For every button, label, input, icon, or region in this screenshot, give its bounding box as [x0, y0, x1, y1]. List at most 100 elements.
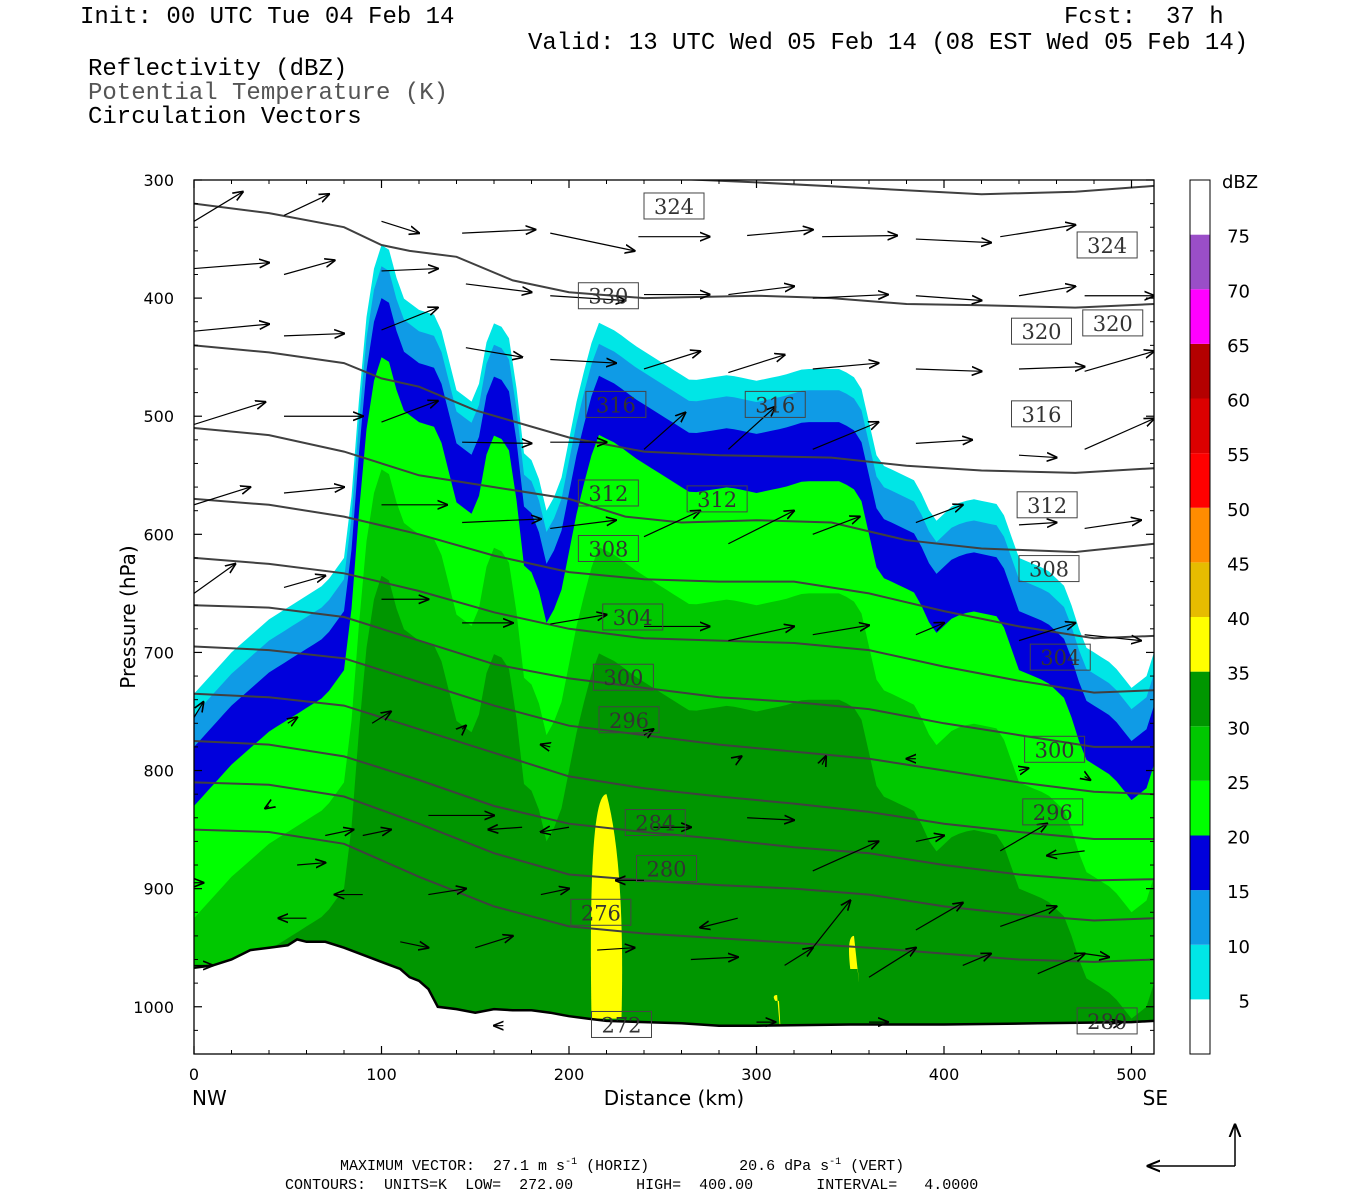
circulation-vector	[283, 334, 344, 336]
theta-label: 312	[1027, 494, 1067, 518]
circulation-vector	[728, 355, 784, 374]
circulation-vector	[1018, 455, 1057, 457]
terrain-ground	[194, 938, 1154, 1054]
circulation-vector	[283, 576, 325, 589]
theta-label: 324	[654, 195, 694, 219]
reflectivity-core-35dbz	[590, 794, 623, 1019]
theta-label: 296	[609, 709, 649, 733]
colorbar-tick-label: 45	[1227, 554, 1250, 575]
colorbar-title: dBZ	[1222, 172, 1258, 193]
x-end-label-se: SE	[1143, 1086, 1168, 1110]
theta-label: 308	[1029, 558, 1069, 582]
circulation-vector	[868, 948, 916, 978]
colorbar-tick-label: 30	[1227, 718, 1250, 739]
circulation-vector	[288, 717, 297, 723]
theta-label: 320	[1093, 312, 1133, 336]
y-axis: 300 400 500 600 700 800 900 1000 Pressure (hPa)	[116, 171, 1154, 1031]
y-tick-label: 1000	[133, 998, 174, 1017]
theta-label-box	[1076, 231, 1138, 259]
colorbar-tick-label: 50	[1227, 500, 1250, 521]
theta-contours	[194, 180, 1154, 963]
forecast-hour-value: 37 h	[1166, 4, 1224, 31]
theta-label-box	[591, 1010, 652, 1038]
colorbar-tick-label: 15	[1227, 882, 1250, 903]
circulation-vector	[915, 505, 963, 524]
circulation-vector	[371, 711, 391, 724]
circulation-vector	[915, 836, 944, 842]
forecast-hour-label: Fcst:	[1064, 4, 1137, 31]
circulation-vector	[915, 440, 972, 444]
circulation-vector	[1084, 954, 1109, 958]
colorbar-swatch	[1190, 453, 1210, 508]
circulation-vector	[915, 296, 982, 301]
x-end-label-nw: NW	[192, 1086, 227, 1110]
circulation-vector	[643, 351, 700, 370]
colorbar-tick-label: 65	[1227, 336, 1250, 357]
contours-interval: 4.0000	[924, 1177, 979, 1194]
circulation-vector	[550, 232, 634, 251]
max-vector-horiz: 27.1 m s	[493, 1158, 566, 1175]
circulation-vector	[462, 519, 541, 523]
theta-label: 312	[697, 488, 737, 512]
theta-label-box	[577, 479, 639, 507]
field-potential-temperature: Potential Temperature (K)	[88, 80, 449, 107]
circulation-vector	[194, 487, 250, 506]
colorbar-tick-label: 20	[1227, 828, 1250, 849]
colorbar-swatch	[1190, 671, 1210, 727]
circulation-vector	[541, 745, 550, 747]
y-tick-label: 700	[143, 643, 174, 662]
colorbar-tick-label: 5	[1239, 991, 1250, 1012]
theta-label: 280	[646, 858, 686, 882]
circulation-vector	[1018, 623, 1075, 642]
field-circulation-vectors: Circulation Vectors	[88, 104, 362, 131]
colorbar-swatch	[1190, 343, 1210, 399]
theta-contour-288	[194, 692, 1154, 840]
contours-line: CONTOURS: UNITS=K LOW= 272.00 HIGH= 400.…	[285, 1178, 978, 1193]
circulation-vector	[194, 702, 203, 718]
theta-label: 284	[635, 812, 675, 836]
valid-time: Valid: 13 UTC Wed 05 Feb 14 (08 EST Wed …	[528, 30, 1249, 57]
theta-label-box	[577, 534, 639, 562]
circulation-vector	[812, 900, 851, 949]
max-vector-horiz-unit: (HORIZ)	[586, 1158, 650, 1175]
theta-label-box	[1022, 798, 1084, 826]
circulation-vector	[1084, 634, 1141, 641]
reflectivity-band-30dbz	[194, 575, 1154, 1054]
theta-label-box	[624, 809, 686, 837]
colorbar-frame	[1189, 179, 1211, 1055]
circulation-vector	[283, 487, 344, 494]
circulation-vector	[1037, 954, 1085, 975]
colorbar-swatch	[1190, 180, 1210, 235]
theta-contour-292	[194, 645, 1154, 796]
circulation-vector	[465, 283, 532, 292]
circulation-vector	[1084, 520, 1141, 530]
colorbar-swatch	[1190, 890, 1210, 945]
contours-label: CONTOURS:	[285, 1177, 367, 1194]
x-tick-label: 100	[366, 1065, 397, 1084]
circulation-vector	[915, 903, 963, 931]
theta-label-box	[1016, 491, 1078, 519]
theta-label: 304	[613, 606, 653, 630]
contours-units: UNITS=K	[384, 1177, 448, 1194]
circulation-vector	[194, 564, 235, 594]
circulation-vector	[812, 363, 879, 370]
circulation-vectors	[194, 192, 1154, 1026]
theta-contour-276	[194, 828, 1154, 963]
colorbar-swatch	[1190, 999, 1210, 1054]
circulation-vector	[999, 824, 1047, 852]
theta-contour-280	[194, 781, 1154, 922]
theta-label-box	[1024, 735, 1086, 763]
max-vector-vert-unit: (VERT)	[850, 1158, 905, 1175]
reflectivity-core-35dbz	[773, 994, 781, 1032]
circulation-vector	[381, 220, 420, 233]
theta-label-box	[570, 898, 632, 926]
theta-label-box	[686, 485, 748, 513]
y-tick-label: 300	[143, 171, 174, 190]
circulation-vector	[812, 625, 869, 636]
max-vector-label: MAXIMUM VECTOR:	[340, 1158, 476, 1175]
theta-label-box	[1018, 555, 1080, 583]
circulation-vector	[784, 948, 813, 966]
theta-label-box	[1011, 317, 1072, 345]
theta-label-box	[598, 706, 660, 734]
circulation-vector	[400, 942, 428, 948]
